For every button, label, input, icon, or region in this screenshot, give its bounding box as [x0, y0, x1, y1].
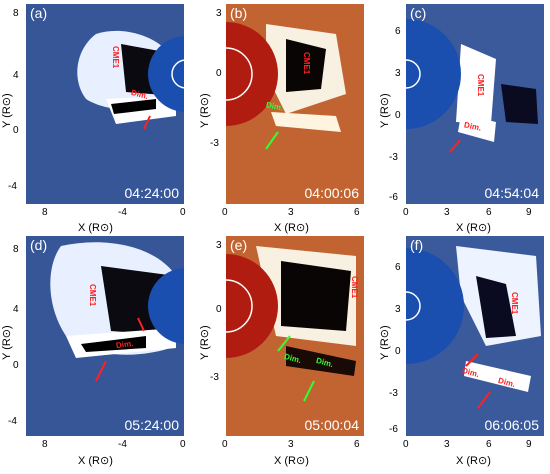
x-tick: 0	[180, 207, 186, 218]
cme-annotation: CME1	[510, 292, 519, 315]
x-tick: 0	[403, 207, 409, 218]
panel-label: (f)	[410, 237, 424, 253]
y-tick: -3	[389, 152, 398, 163]
panel-d: (d) CME1 Dim. 05:24:00	[26, 236, 184, 436]
x-axis-label: X (R⊙)	[456, 222, 491, 234]
panel-c: (c) CME1 Dim. 04:54:04	[406, 4, 544, 204]
y-tick: 3	[216, 8, 222, 19]
x-axis-label: X (R⊙)	[274, 222, 309, 234]
panel-e: (e) CME1 Dim. Dim. 05:00:04	[226, 236, 364, 436]
cme-annotation: CME1	[302, 52, 311, 75]
y-axis-label: Y (R⊙)	[379, 325, 391, 360]
timestamp: 04:54:04	[484, 185, 540, 201]
timestamp: 06:06:05	[484, 417, 540, 433]
y-axis-label: Y (R⊙)	[1, 325, 13, 360]
panel-b: (b) CME1 Dim. 04:00:06	[226, 4, 364, 204]
y-tick: 0	[13, 125, 19, 136]
x-axis-label: X (R⊙)	[78, 455, 113, 467]
y-axis-label: Y (R⊙)	[379, 93, 391, 128]
y-tick: -6	[389, 424, 398, 435]
x-tick: 0	[222, 207, 228, 218]
x-tick: -4	[118, 439, 127, 450]
y-tick: 3	[395, 68, 401, 79]
cme-annotation: CME1	[88, 284, 97, 307]
y-tick: -3	[210, 372, 219, 383]
x-tick: 8	[42, 439, 48, 450]
panel-label: (c)	[410, 5, 427, 21]
x-tick: -4	[118, 207, 127, 218]
y-tick: 0	[395, 110, 401, 121]
y-tick: 8	[13, 8, 19, 19]
x-axis-label: X (R⊙)	[78, 222, 113, 234]
y-axis-label: Y (R⊙)	[1, 93, 13, 128]
x-tick: 0	[180, 439, 186, 450]
y-tick: -4	[8, 181, 17, 192]
timestamp: 05:00:04	[304, 417, 360, 433]
y-tick: -3	[389, 388, 398, 399]
x-tick: 0	[403, 439, 409, 450]
x-tick: 6	[486, 207, 492, 218]
panel-d-image	[26, 236, 184, 436]
y-axis-label: Y (R⊙)	[199, 325, 211, 360]
cme-annotation: CME1	[350, 276, 359, 299]
x-tick: 6	[354, 207, 360, 218]
y-tick: 0	[216, 68, 222, 79]
x-tick: 3	[288, 439, 294, 450]
y-tick: -6	[389, 192, 398, 203]
x-axis-label: X (R⊙)	[274, 455, 309, 467]
panel-label: (d)	[30, 237, 48, 253]
y-tick: 0	[13, 360, 19, 371]
y-tick: -3	[210, 138, 219, 149]
x-axis-label: X (R⊙)	[456, 455, 491, 467]
panel-e-image	[226, 236, 364, 436]
y-tick: -4	[8, 416, 17, 427]
y-tick: 0	[395, 346, 401, 357]
panel-label: (a)	[30, 5, 48, 21]
x-tick: 3	[444, 439, 450, 450]
y-tick: 3	[216, 240, 222, 251]
panel-a-image	[26, 4, 184, 204]
panel-a: (a) CME1 Dim. 04:24:00	[26, 4, 184, 204]
x-tick: 6	[354, 439, 360, 450]
y-tick: 4	[13, 304, 19, 315]
x-tick: 6	[486, 439, 492, 450]
panel-label: (b)	[230, 5, 248, 21]
cme-annotation: CME1	[476, 74, 485, 97]
panel-b-image	[226, 4, 364, 204]
panel-c-image	[406, 4, 544, 204]
y-tick: 4	[13, 70, 19, 81]
x-tick: 3	[288, 207, 294, 218]
x-tick: 8	[42, 207, 48, 218]
panel-f: (f) CME1 Dim. Dim. 06:06:05	[406, 236, 544, 436]
timestamp: 05:24:00	[124, 417, 180, 433]
cme-annotation: CME1	[111, 46, 120, 69]
x-tick: 3	[444, 207, 450, 218]
x-tick: 9	[526, 207, 532, 218]
x-tick: 9	[526, 439, 532, 450]
x-tick: 0	[222, 439, 228, 450]
timestamp: 04:00:06	[304, 185, 360, 201]
y-tick: 3	[395, 304, 401, 315]
y-axis-label: Y (R⊙)	[199, 93, 211, 128]
y-tick: 8	[13, 244, 19, 255]
panel-f-image	[406, 236, 544, 436]
timestamp: 04:24:00	[124, 185, 180, 201]
y-tick: 6	[395, 26, 401, 37]
y-tick: 0	[216, 304, 222, 315]
y-tick: 6	[395, 262, 401, 273]
panel-label: (e)	[230, 237, 248, 253]
